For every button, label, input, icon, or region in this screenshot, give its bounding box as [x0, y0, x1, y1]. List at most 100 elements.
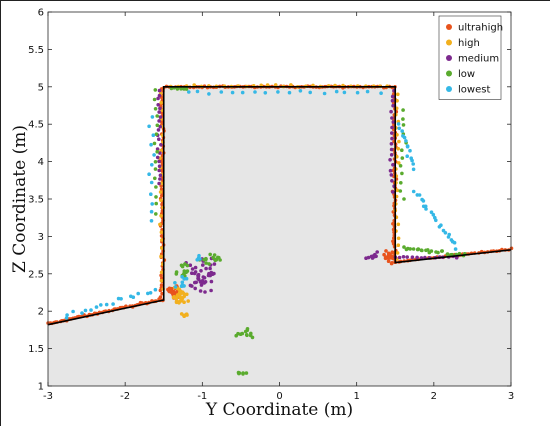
y-axis-label: Z Coordinate (m)	[10, 125, 30, 273]
point-high	[185, 292, 189, 297]
point-medium	[188, 263, 193, 268]
point-medium	[188, 283, 193, 288]
point-ultrahigh	[160, 111, 164, 115]
point-low	[153, 176, 157, 181]
point-high	[182, 300, 186, 305]
point-medium	[405, 255, 410, 259]
point-low	[175, 87, 180, 91]
point-lowest	[322, 91, 327, 96]
point-medium	[204, 266, 208, 271]
legend-marker-lowest	[446, 86, 452, 92]
point-low	[419, 248, 424, 252]
point-ultrahigh	[388, 252, 392, 257]
point-high	[184, 312, 189, 317]
point-lowest	[437, 225, 442, 229]
point-medium	[374, 254, 378, 259]
point-lowest	[402, 135, 407, 140]
point-high	[159, 230, 164, 234]
point-medium	[158, 106, 162, 111]
point-high	[182, 314, 186, 319]
point-ultrahigh	[159, 273, 163, 278]
point-lowest	[263, 91, 268, 95]
point-medium	[375, 250, 380, 254]
point-medium	[196, 274, 201, 279]
point-low	[401, 108, 405, 112]
point-lowest	[431, 212, 436, 217]
y-tick-label: 1	[38, 382, 44, 393]
point-lowest	[153, 287, 158, 292]
point-medium	[159, 143, 163, 147]
point-medium	[158, 115, 163, 119]
point-lowest	[187, 90, 191, 94]
point-lowest	[149, 192, 153, 196]
point-lowest	[400, 129, 405, 133]
x-tick-label: 0	[276, 391, 282, 402]
point-medium	[419, 256, 424, 260]
point-high	[159, 100, 163, 105]
point-low	[155, 123, 160, 128]
point-high	[179, 312, 184, 316]
point-lowest	[131, 295, 136, 300]
point-medium	[156, 96, 160, 101]
point-lowest	[151, 133, 156, 137]
point-high	[289, 83, 293, 87]
point-low	[400, 156, 405, 160]
point-low	[152, 141, 157, 146]
point-high	[396, 92, 400, 97]
point-lowest	[152, 153, 156, 157]
point-medium	[410, 255, 415, 259]
point-low	[244, 371, 249, 375]
point-lowest	[410, 158, 414, 163]
legend-label-low: low	[458, 69, 475, 80]
point-low	[445, 252, 450, 257]
point-lowest	[429, 210, 434, 214]
point-lowest	[434, 218, 438, 223]
point-low	[402, 197, 406, 201]
y-tick-label: 5.5	[28, 45, 44, 56]
point-lowest	[71, 309, 75, 314]
point-low	[204, 261, 208, 265]
point-medium	[388, 158, 392, 162]
point-high	[396, 222, 401, 227]
point-high	[171, 295, 176, 300]
point-medium	[390, 125, 394, 130]
point-ultrahigh	[158, 295, 163, 299]
point-medium	[390, 179, 394, 183]
point-ultrahigh	[159, 187, 164, 192]
point-lowest	[148, 291, 153, 295]
point-lowest	[184, 276, 189, 281]
point-lowest	[136, 291, 140, 296]
point-lowest	[146, 291, 150, 296]
point-lowest	[411, 167, 416, 172]
point-lowest	[298, 89, 303, 93]
point-medium	[391, 103, 395, 108]
point-medium	[198, 289, 203, 293]
point-low	[436, 250, 440, 255]
point-ultrahigh	[168, 288, 172, 293]
reference-outline	[47, 86, 512, 326]
point-medium	[157, 119, 161, 123]
point-low	[401, 117, 405, 121]
point-lowest	[150, 115, 155, 119]
point-low	[152, 97, 157, 102]
point-medium	[192, 271, 197, 276]
point-lowest	[147, 172, 151, 176]
point-ultrahigh	[391, 222, 395, 226]
point-low	[184, 87, 189, 91]
y-tick-label: 2	[38, 307, 44, 318]
point-high	[396, 243, 401, 247]
point-lowest	[65, 313, 69, 317]
point-medium	[155, 147, 160, 151]
point-lowest	[253, 90, 257, 94]
x-tick-label: -2	[120, 391, 130, 402]
x-tick-label: 2	[431, 391, 437, 402]
point-lowest	[452, 240, 457, 245]
point-medium	[391, 163, 395, 167]
point-ultrahigh	[384, 249, 388, 253]
point-medium	[156, 103, 160, 107]
point-medium	[209, 288, 213, 293]
point-lowest	[397, 126, 402, 131]
point-lowest	[365, 89, 370, 94]
point-medium	[190, 271, 194, 276]
